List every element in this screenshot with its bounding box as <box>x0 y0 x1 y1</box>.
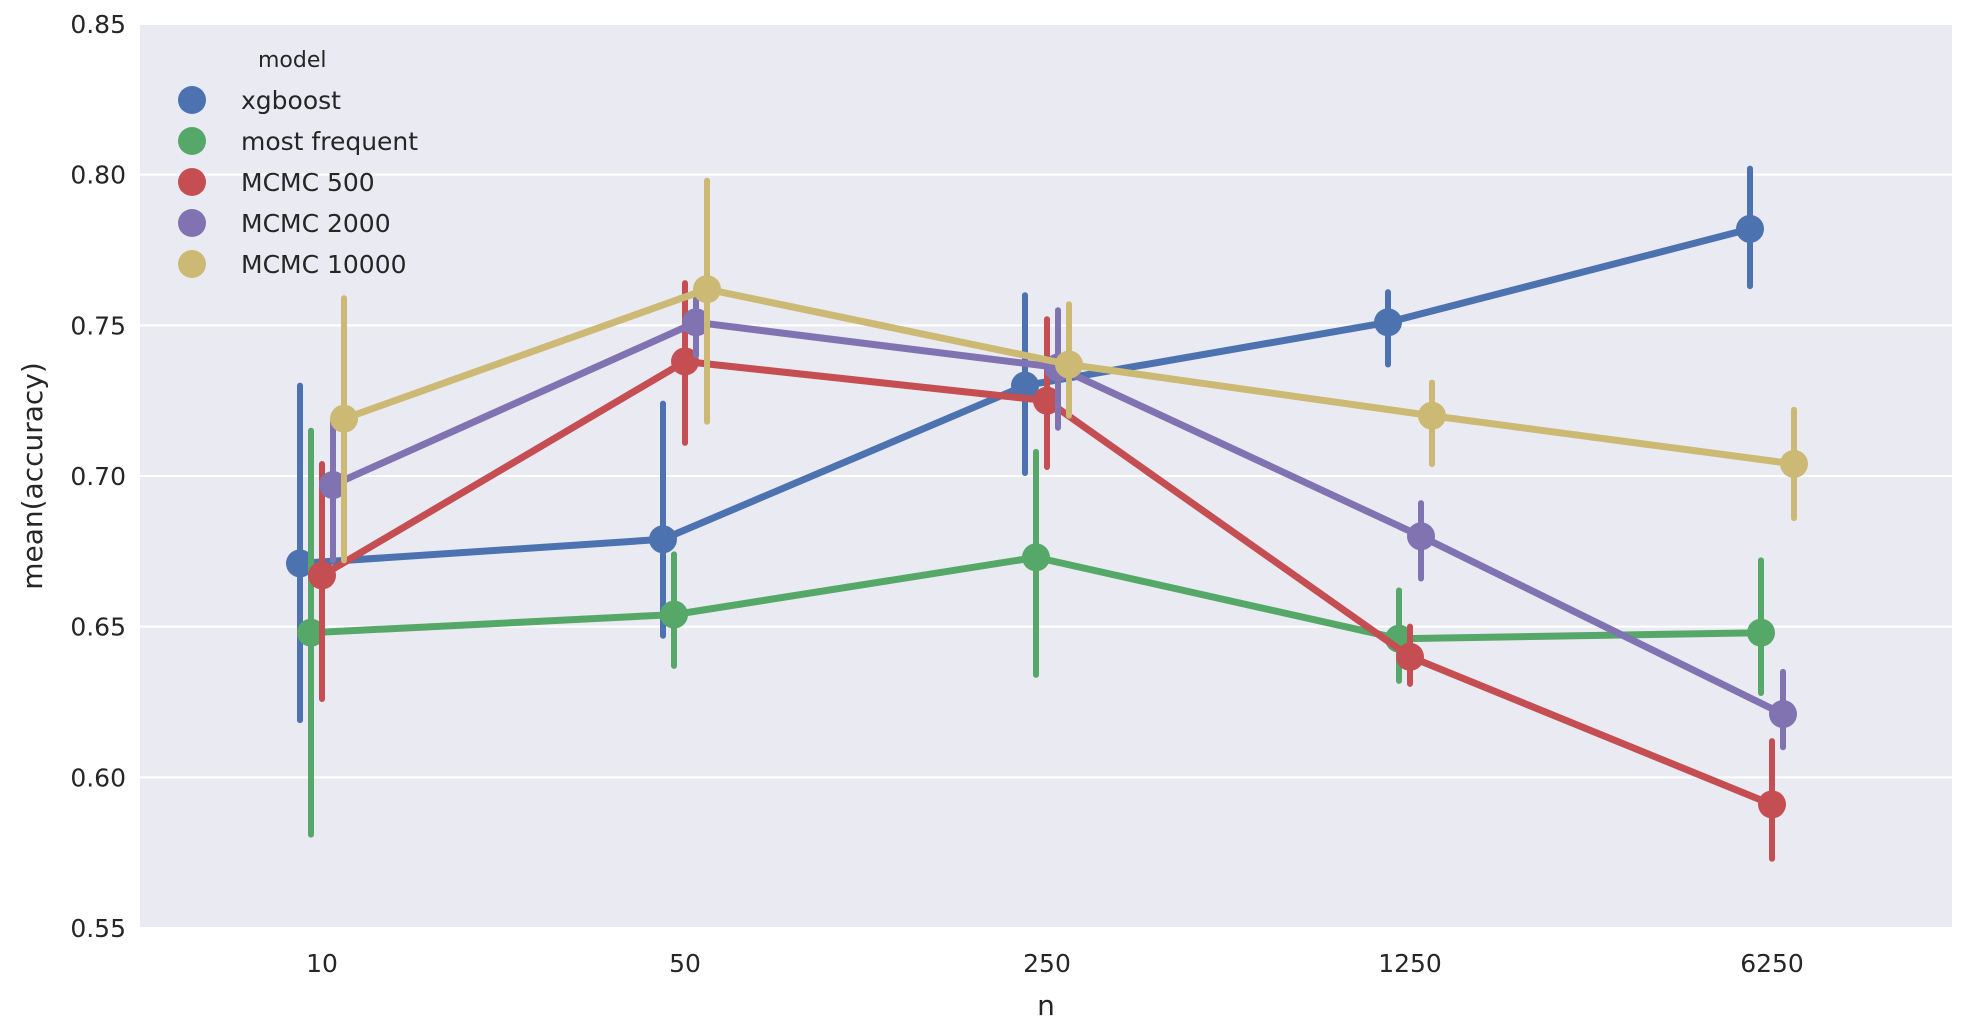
x-tick-label: 10 <box>306 949 338 978</box>
legend-title: model <box>258 48 327 73</box>
legend-marker <box>178 250 206 278</box>
y-axis-ticks: 0.55 0.60 0.65 0.70 0.75 0.80 0.85 <box>70 10 126 943</box>
y-axis-label: mean(accuracy) <box>16 362 49 590</box>
x-tick-label: 50 <box>669 949 701 978</box>
data-point <box>649 525 677 554</box>
legend-marker <box>178 209 206 237</box>
data-point <box>1418 401 1446 430</box>
legend: model xgboost most frequent MCMC 500 MCMC 2… <box>178 48 418 279</box>
data-point <box>319 471 347 500</box>
data-point <box>330 404 358 433</box>
data-point <box>1736 214 1764 243</box>
data-point <box>308 561 336 590</box>
x-tick-label: 250 <box>1023 949 1071 978</box>
legend-marker <box>178 168 206 196</box>
y-tick-label: 0.65 <box>70 613 126 642</box>
legend-label: MCMC 2000 <box>241 209 391 238</box>
x-axis-label: n <box>1037 989 1055 1022</box>
data-point <box>1407 522 1435 551</box>
legend-label: MCMC 500 <box>241 168 375 197</box>
legend-label: MCMC 10000 <box>241 250 407 279</box>
data-point <box>1747 618 1775 647</box>
series-2 <box>308 280 1786 862</box>
data-point <box>1396 642 1424 671</box>
data-point <box>1780 449 1808 478</box>
x-axis-ticks: 10 50 250 1250 6250 <box>306 949 1804 978</box>
data-point <box>1758 790 1786 819</box>
legend-label: most frequent <box>241 127 418 156</box>
x-tick-label: 6250 <box>1740 949 1804 978</box>
data-point <box>660 600 688 629</box>
data-point <box>693 275 721 304</box>
data-point <box>1022 543 1050 572</box>
series-0 <box>286 165 1764 724</box>
data-point <box>1769 700 1797 729</box>
y-tick-label: 0.75 <box>70 311 126 340</box>
y-tick-label: 0.60 <box>70 763 126 792</box>
data-point <box>1011 371 1039 400</box>
legend-marker <box>178 86 206 114</box>
y-tick-label: 0.55 <box>70 914 126 943</box>
series-4 <box>330 177 1808 564</box>
data-point <box>1374 308 1402 337</box>
data-point <box>1033 386 1061 415</box>
legend-marker <box>178 127 206 155</box>
legend-label: xgboost <box>241 86 341 115</box>
data-point <box>297 618 325 647</box>
y-tick-label: 0.80 <box>70 161 126 190</box>
x-tick-label: 1250 <box>1378 949 1442 978</box>
series-layer <box>286 165 1808 862</box>
data-point <box>1055 350 1083 379</box>
y-tick-label: 0.85 <box>70 10 126 39</box>
data-point <box>671 347 699 376</box>
series-1 <box>297 427 1775 838</box>
y-tick-label: 0.70 <box>70 462 126 491</box>
data-point <box>682 308 710 337</box>
data-point <box>286 549 314 578</box>
